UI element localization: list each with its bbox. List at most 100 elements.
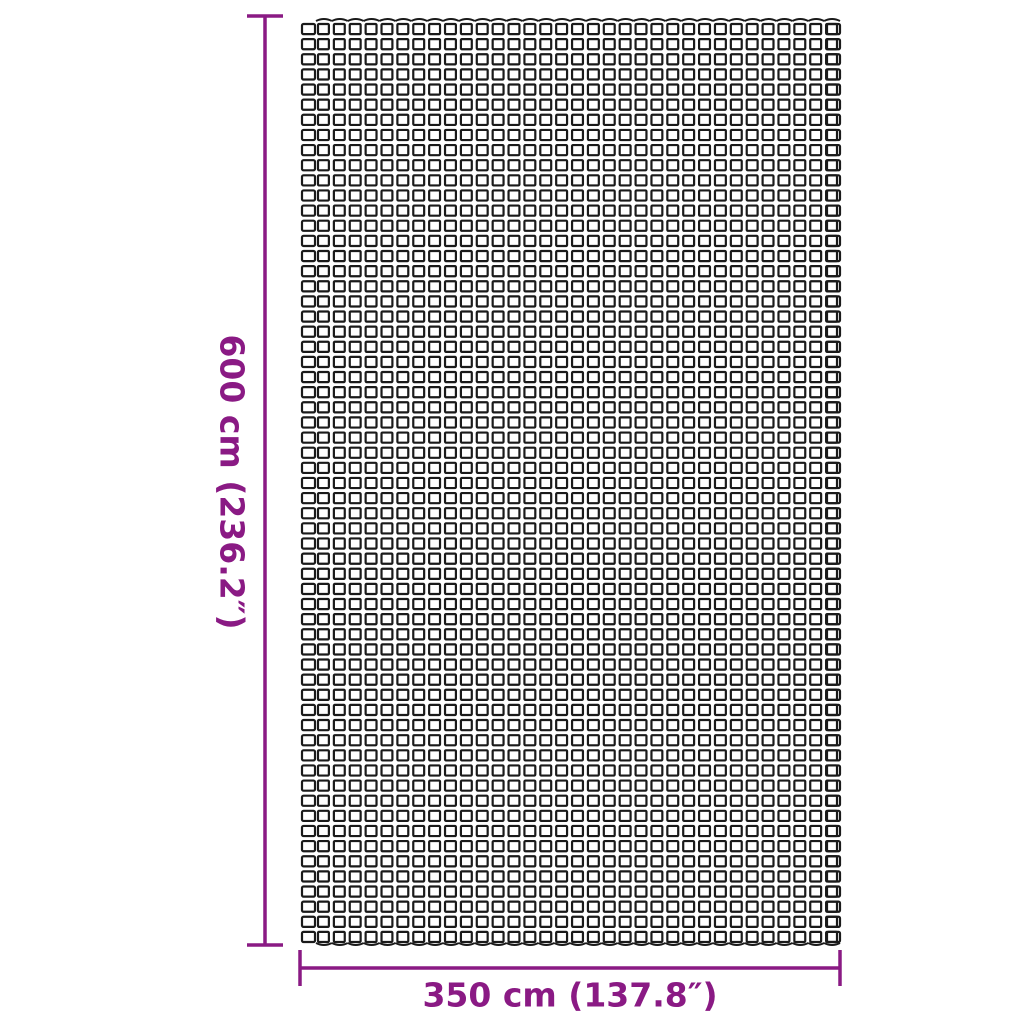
mat-cell [396, 446, 410, 459]
mat-cell [602, 915, 616, 928]
mat-cell [380, 264, 394, 278]
mat-cell [761, 658, 775, 671]
mat-cell [697, 582, 712, 596]
mat-cell [348, 885, 362, 898]
mat-cell [666, 446, 680, 459]
mat-cell [777, 310, 791, 323]
mat-cell [586, 552, 600, 565]
mat-cell [650, 764, 664, 777]
mat-cell [507, 431, 521, 444]
mat-cell [570, 855, 585, 868]
mat-cell [682, 582, 696, 596]
mat-cell [793, 703, 807, 717]
mat-cell [475, 234, 489, 248]
mat-top-edge [331, 18, 349, 22]
mat-cell [539, 234, 553, 248]
mat-cell [666, 295, 680, 308]
mat-bottom-edge [442, 942, 460, 946]
mat-cell [793, 552, 807, 565]
mat-cell [650, 83, 664, 96]
mat-cell [475, 431, 489, 444]
mat-cell [697, 476, 712, 490]
mat-cell [428, 355, 442, 369]
mat-cell [745, 355, 759, 369]
mat-cell [348, 613, 362, 626]
mat-cell [412, 658, 426, 671]
mat-cell [650, 839, 664, 853]
mat-cell [777, 870, 791, 883]
mat-cell [713, 824, 727, 838]
mat-cell [507, 340, 521, 353]
mat-cell [618, 53, 632, 66]
mat-cell [586, 174, 600, 187]
mat-cell [412, 703, 426, 717]
mat-bottom-edge [776, 942, 793, 946]
mat-cell [507, 915, 521, 928]
mat-cell [348, 839, 362, 853]
mat-edge-tab [300, 431, 317, 444]
mat-cell [650, 809, 664, 823]
mat-cell [825, 749, 839, 762]
mat-cell [348, 401, 362, 414]
mat-cell [586, 189, 600, 202]
mat-cell [380, 915, 394, 928]
mat-cell [428, 507, 442, 520]
mat-cell [396, 855, 410, 868]
mat-cell [729, 688, 743, 702]
mat-top-edge [585, 18, 603, 22]
mat-cell [523, 749, 537, 762]
mat-cell [793, 643, 807, 656]
mat-cell [507, 68, 521, 81]
mat-cell [459, 416, 473, 429]
mat-cell [697, 264, 712, 278]
mat-cell [825, 703, 839, 717]
mat-cell [316, 537, 330, 550]
mat-cell [539, 870, 553, 883]
mat-cell [364, 915, 378, 928]
mat-cell [316, 794, 330, 807]
mat-cell [697, 885, 712, 898]
mat-cell [523, 597, 537, 611]
mat-cell [602, 204, 616, 217]
mat-cell [396, 325, 410, 338]
mat-cell [507, 552, 521, 565]
mat-cell [777, 476, 791, 490]
mat-cell [396, 370, 410, 384]
mat-cell [745, 310, 759, 323]
mat-cell [443, 582, 458, 596]
mat-cell [761, 98, 775, 111]
mat-cell [682, 794, 696, 807]
mat-cell [777, 53, 791, 66]
mat-cell [618, 98, 632, 111]
mat-top-edge [760, 18, 777, 22]
mat-cell [682, 824, 696, 838]
mat-cell [523, 416, 537, 429]
mat-cell [459, 703, 473, 717]
mat-cell [777, 461, 791, 475]
mat-cell [475, 628, 489, 641]
mat-cell [697, 446, 712, 459]
mat-cell [825, 824, 839, 838]
mat-cell [697, 234, 712, 248]
mat-cell [745, 628, 759, 641]
mat-cell [316, 658, 330, 671]
mat-cell [761, 537, 775, 550]
mat-bottom-edge [426, 942, 444, 946]
mat-cell [618, 688, 632, 702]
mat-cell [555, 234, 569, 248]
mat-cell [316, 552, 330, 565]
mat-top-edge [696, 18, 714, 22]
mat-cell [332, 718, 346, 732]
mat-cell [316, 885, 330, 898]
mat-cell [602, 537, 616, 550]
mat-top-edge [664, 18, 682, 22]
mat-cell [570, 688, 585, 702]
mat-cell [428, 340, 442, 353]
mat-cell [443, 386, 458, 399]
mat-cell [475, 537, 489, 550]
mat-cell [586, 143, 600, 157]
mat-cell [412, 128, 426, 142]
mat-cell [523, 204, 537, 217]
mat-cell [555, 22, 569, 36]
mat-cell [713, 673, 727, 686]
